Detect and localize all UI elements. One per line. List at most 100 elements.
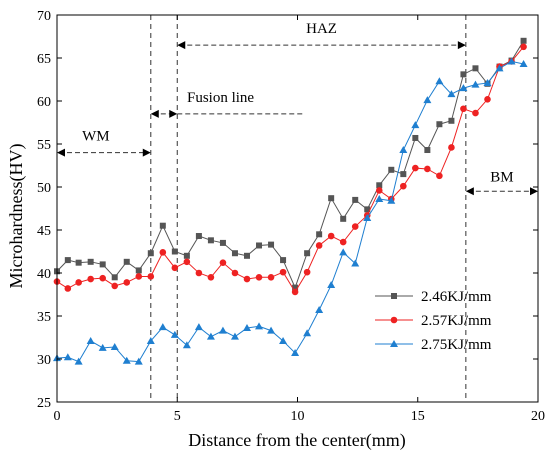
data-point-2-75kj-mm — [423, 96, 432, 104]
data-point-2-46kj-mm — [352, 196, 359, 203]
data-point-2-57kj-mm — [231, 269, 239, 277]
arrow-head — [150, 109, 159, 118]
data-point-2-46kj-mm — [388, 166, 395, 173]
series-2-57kj-mm — [53, 43, 527, 296]
data-point-2-75kj-mm — [507, 57, 516, 65]
data-point-2-46kj-mm — [340, 215, 347, 222]
data-point-2-75kj-mm — [471, 80, 480, 88]
data-point-2-75kj-mm — [206, 332, 215, 340]
y-tick-label: 60 — [37, 95, 51, 110]
data-point-2-46kj-mm — [256, 242, 263, 249]
y-axis-title: Microhardness(HV) — [6, 144, 27, 289]
data-point-2-46kj-mm — [424, 147, 431, 154]
legend-marker — [391, 293, 397, 299]
data-point-2-75kj-mm — [495, 64, 504, 72]
region-label-wm: WM — [82, 129, 110, 145]
data-point-2-75kj-mm — [351, 259, 360, 267]
data-point-2-57kj-mm — [279, 268, 287, 276]
arrow-head — [465, 187, 474, 196]
data-point-2-57kj-mm — [520, 43, 527, 51]
data-point-2-75kj-mm — [74, 357, 83, 365]
axes: 0 5 10 15 20 25 30 35 40 45 50 55 60 65 70 — [37, 9, 545, 424]
data-point-2-46kj-mm — [292, 284, 299, 291]
arrow-head — [457, 41, 466, 50]
data-point-2-75kj-mm — [170, 330, 179, 338]
data-point-2-75kj-mm — [459, 84, 468, 92]
data-point-2-57kj-mm — [484, 95, 491, 103]
data-series — [53, 37, 528, 365]
data-point-2-75kj-mm — [194, 323, 203, 331]
series-line-2-46kj-mm — [56, 40, 524, 289]
data-point-2-75kj-mm — [363, 213, 372, 221]
data-point-2-57kj-mm — [87, 275, 94, 283]
legend-marker — [390, 340, 398, 347]
y-tick-label: 35 — [37, 310, 51, 325]
data-point-2-75kj-mm — [327, 281, 336, 289]
data-point-2-57kj-mm — [159, 249, 167, 256]
data-point-2-57kj-mm — [327, 232, 335, 240]
data-point-2-75kj-mm — [447, 90, 456, 98]
data-point-2-57kj-mm — [64, 285, 72, 292]
data-point-2-75kj-mm — [435, 77, 444, 85]
data-point-2-75kj-mm — [146, 336, 155, 344]
data-point-2-57kj-mm — [135, 273, 143, 280]
y-tick-label: 70 — [37, 9, 51, 24]
x-tick-label: 20 — [531, 409, 545, 424]
y-tick-label: 25 — [37, 396, 51, 411]
data-point-2-75kj-mm — [411, 121, 420, 129]
data-point-2-57kj-mm — [171, 264, 179, 272]
data-point-2-57kj-mm — [267, 274, 275, 281]
x-axis-title: Distance from the center(mm) — [188, 430, 405, 451]
legend-item-2-57kj-mm: 2.57KJ/mm — [375, 313, 492, 329]
arrow-head — [142, 148, 151, 157]
data-point-2-46kj-mm — [520, 37, 527, 44]
series-line-2-75kj-mm — [56, 60, 524, 363]
data-point-2-57kj-mm — [448, 144, 455, 151]
data-point-2-75kj-mm — [158, 323, 167, 331]
data-point-2-46kj-mm — [231, 250, 238, 257]
data-point-2-57kj-mm — [195, 269, 203, 277]
data-point-2-46kj-mm — [316, 231, 323, 238]
y-tick-label: 40 — [37, 267, 51, 282]
data-point-2-57kj-mm — [243, 275, 251, 283]
data-point-2-57kj-mm — [315, 242, 323, 249]
data-point-2-46kj-mm — [219, 239, 226, 246]
arrow-head — [57, 148, 65, 157]
data-point-2-57kj-mm — [303, 268, 311, 276]
x-tick-label: 5 — [174, 409, 181, 424]
data-point-2-46kj-mm — [364, 206, 371, 213]
data-point-2-75kj-mm — [98, 343, 107, 351]
data-point-2-75kj-mm — [182, 341, 191, 349]
data-point-2-75kj-mm — [134, 357, 143, 365]
data-point-2-75kj-mm — [110, 342, 119, 350]
data-point-2-57kj-mm — [111, 282, 119, 290]
legend: 2.46KJ/mm 2.57KJ/mm 2.75KJ/mm — [375, 289, 492, 353]
series-2-75kj-mm — [53, 57, 528, 365]
data-point-2-46kj-mm — [87, 258, 94, 265]
data-point-2-57kj-mm — [219, 259, 227, 266]
region-label-haz: HAZ — [306, 21, 337, 37]
data-point-2-46kj-mm — [400, 171, 407, 178]
data-point-2-46kj-mm — [304, 250, 311, 257]
arrow-head — [177, 41, 186, 50]
data-point-2-46kj-mm — [183, 252, 190, 259]
data-point-2-75kj-mm — [267, 326, 276, 334]
x-tick-label: 15 — [411, 409, 425, 424]
data-point-2-46kj-mm — [376, 182, 383, 189]
data-point-2-57kj-mm — [400, 182, 407, 190]
data-point-2-75kj-mm — [387, 196, 396, 204]
data-point-2-57kj-mm — [424, 165, 431, 173]
data-point-2-75kj-mm — [63, 353, 72, 361]
data-point-2-46kj-mm — [123, 258, 130, 265]
legend-marker — [390, 316, 398, 324]
arrow-head — [530, 187, 538, 196]
data-point-2-75kj-mm — [218, 326, 227, 334]
data-point-2-46kj-mm — [280, 257, 287, 264]
y-tick-label: 55 — [37, 138, 51, 153]
data-point-2-57kj-mm — [291, 288, 299, 296]
data-point-2-46kj-mm — [64, 257, 71, 264]
data-point-2-75kj-mm — [339, 248, 348, 256]
data-point-2-46kj-mm — [75, 259, 82, 266]
data-point-2-57kj-mm — [412, 164, 419, 172]
data-point-2-46kj-mm — [328, 195, 335, 202]
